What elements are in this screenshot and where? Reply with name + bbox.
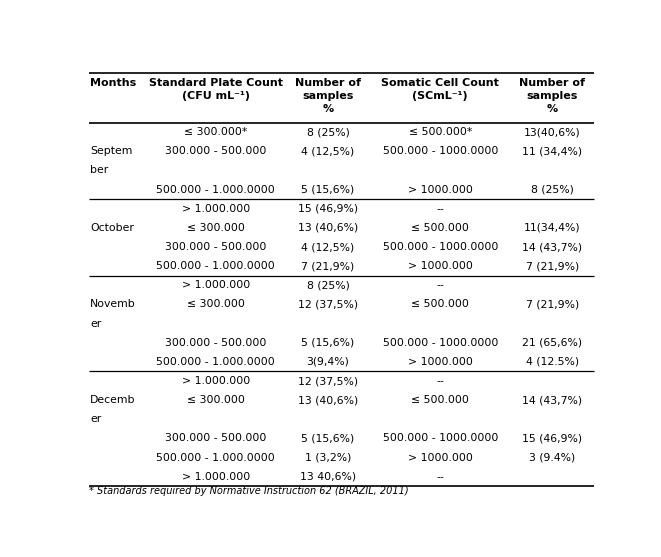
Text: ≤ 300.000: ≤ 300.000 — [187, 395, 245, 405]
Text: 13 (40,6%): 13 (40,6%) — [298, 395, 358, 405]
Text: er: er — [91, 319, 102, 329]
Text: %: % — [547, 104, 558, 114]
Text: --: -- — [436, 204, 444, 214]
Text: 12 (37,5%): 12 (37,5%) — [298, 376, 358, 386]
Text: Number of: Number of — [520, 79, 586, 89]
Text: Septem: Septem — [91, 146, 133, 157]
Text: samples: samples — [527, 91, 578, 101]
Text: > 1000.000: > 1000.000 — [408, 261, 473, 271]
Text: --: -- — [436, 280, 444, 290]
Text: --: -- — [436, 376, 444, 386]
Text: Months: Months — [91, 79, 137, 89]
Text: Somatic Cell Count: Somatic Cell Count — [381, 79, 499, 89]
Text: ≤ 300.000*: ≤ 300.000* — [184, 127, 247, 137]
Text: 4 (12,5%): 4 (12,5%) — [301, 242, 354, 252]
Text: 5 (15,6%): 5 (15,6%) — [301, 338, 354, 348]
Text: > 1.000.000: > 1.000.000 — [182, 472, 250, 482]
Text: --: -- — [436, 472, 444, 482]
Text: 15 (46,9%): 15 (46,9%) — [298, 204, 358, 214]
Text: 7 (21,9%): 7 (21,9%) — [301, 261, 354, 271]
Text: (CFU mL⁻¹): (CFU mL⁻¹) — [182, 91, 250, 101]
Text: 8 (25%): 8 (25%) — [531, 184, 574, 194]
Text: > 1.000.000: > 1.000.000 — [182, 204, 250, 214]
Text: 8 (25%): 8 (25%) — [307, 127, 350, 137]
Text: > 1.000.000: > 1.000.000 — [182, 280, 250, 290]
Text: %: % — [323, 104, 334, 114]
Text: (SCmL⁻¹): (SCmL⁻¹) — [412, 91, 468, 101]
Text: samples: samples — [302, 91, 354, 101]
Text: ≤ 500.000: ≤ 500.000 — [411, 223, 469, 233]
Text: 15 (46,9%): 15 (46,9%) — [522, 433, 582, 443]
Text: 13 (40,6%): 13 (40,6%) — [298, 223, 358, 233]
Text: 1 (3,2%): 1 (3,2%) — [305, 453, 351, 462]
Text: > 1000.000: > 1000.000 — [408, 453, 473, 462]
Text: 500.000 - 1000.0000: 500.000 - 1000.0000 — [383, 146, 498, 157]
Text: ≤ 500.000: ≤ 500.000 — [411, 395, 469, 405]
Text: 8 (25%): 8 (25%) — [307, 280, 350, 290]
Text: 500.000 - 1.000.0000: 500.000 - 1.000.0000 — [157, 357, 275, 367]
Text: 4 (12,5%): 4 (12,5%) — [301, 146, 354, 157]
Text: 13 40,6%): 13 40,6%) — [300, 472, 356, 482]
Text: 500.000 - 1.000.0000: 500.000 - 1.000.0000 — [157, 261, 275, 271]
Text: Decemb: Decemb — [91, 395, 136, 405]
Text: 500.000 - 1000.0000: 500.000 - 1000.0000 — [383, 433, 498, 443]
Text: 5 (15,6%): 5 (15,6%) — [301, 433, 354, 443]
Text: 14 (43,7%): 14 (43,7%) — [522, 242, 582, 252]
Text: 300.000 - 500.000: 300.000 - 500.000 — [165, 146, 266, 157]
Text: > 1000.000: > 1000.000 — [408, 357, 473, 367]
Text: er: er — [91, 414, 102, 424]
Text: 500.000 - 1000.0000: 500.000 - 1000.0000 — [383, 242, 498, 252]
Text: 13(40,6%): 13(40,6%) — [524, 127, 581, 137]
Text: 4 (12.5%): 4 (12.5%) — [526, 357, 579, 367]
Text: 7 (21,9%): 7 (21,9%) — [526, 261, 579, 271]
Text: ≤ 300.000: ≤ 300.000 — [187, 300, 245, 310]
Text: 7 (21,9%): 7 (21,9%) — [526, 300, 579, 310]
Text: 5 (15,6%): 5 (15,6%) — [301, 184, 354, 194]
Text: Novemb: Novemb — [91, 300, 136, 310]
Text: 21 (65,6%): 21 (65,6%) — [522, 338, 582, 348]
Text: ≤ 500.000: ≤ 500.000 — [411, 300, 469, 310]
Text: 11 (34,4%): 11 (34,4%) — [522, 146, 582, 157]
Text: 14 (43,7%): 14 (43,7%) — [522, 395, 582, 405]
Text: ≤ 300.000: ≤ 300.000 — [187, 223, 245, 233]
Text: Standard Plate Count: Standard Plate Count — [149, 79, 283, 89]
Text: 3(9,4%): 3(9,4%) — [307, 357, 350, 367]
Text: 500.000 - 1.000.0000: 500.000 - 1.000.0000 — [157, 184, 275, 194]
Text: 300.000 - 500.000: 300.000 - 500.000 — [165, 242, 266, 252]
Text: 300.000 - 500.000: 300.000 - 500.000 — [165, 338, 266, 348]
Text: 12 (37,5%): 12 (37,5%) — [298, 300, 358, 310]
Text: October: October — [91, 223, 134, 233]
Text: * Standards required by Normative Instruction 62 (BRAZIL, 2011): * Standards required by Normative Instru… — [89, 486, 408, 496]
Text: 500.000 - 1000.0000: 500.000 - 1000.0000 — [383, 338, 498, 348]
Text: ber: ber — [91, 165, 108, 175]
Text: > 1.000.000: > 1.000.000 — [182, 376, 250, 386]
Text: 3 (9.4%): 3 (9.4%) — [529, 453, 576, 462]
Text: Number of: Number of — [295, 79, 361, 89]
Text: 300.000 - 500.000: 300.000 - 500.000 — [165, 433, 266, 443]
Text: > 1000.000: > 1000.000 — [408, 184, 473, 194]
Text: 500.000 - 1.000.0000: 500.000 - 1.000.0000 — [157, 453, 275, 462]
Text: 11(34,4%): 11(34,4%) — [524, 223, 581, 233]
Text: ≤ 500.000*: ≤ 500.000* — [408, 127, 472, 137]
